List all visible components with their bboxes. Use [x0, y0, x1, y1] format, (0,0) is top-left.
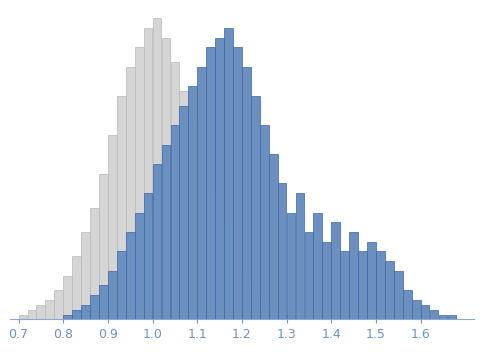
Bar [54, 290, 63, 319]
Bar [242, 67, 251, 319]
Bar [117, 96, 126, 319]
Bar [81, 305, 90, 319]
Bar [421, 305, 429, 319]
Bar [162, 144, 170, 319]
Bar [269, 310, 277, 319]
Bar [278, 183, 287, 319]
Bar [180, 91, 188, 319]
Bar [99, 285, 108, 319]
Bar [340, 252, 349, 319]
Bar [117, 252, 126, 319]
Bar [18, 315, 28, 319]
Bar [385, 261, 393, 319]
Bar [81, 232, 90, 319]
Bar [72, 256, 81, 319]
Bar [170, 125, 179, 319]
Bar [287, 315, 295, 319]
Bar [63, 276, 72, 319]
Bar [260, 305, 269, 319]
Bar [367, 242, 376, 319]
Bar [180, 106, 188, 319]
Bar [430, 310, 439, 319]
Bar [36, 305, 45, 319]
Bar [188, 86, 197, 319]
Bar [90, 208, 99, 319]
Bar [63, 315, 72, 319]
Bar [197, 159, 206, 319]
Bar [233, 47, 242, 319]
Bar [206, 193, 215, 319]
Bar [108, 135, 117, 319]
Bar [126, 67, 135, 319]
Bar [260, 125, 269, 319]
Bar [287, 213, 295, 319]
Bar [322, 242, 331, 319]
Bar [242, 285, 251, 319]
Bar [215, 38, 224, 319]
Bar [296, 193, 304, 319]
Bar [72, 310, 81, 319]
Bar [376, 252, 385, 319]
Bar [144, 28, 152, 319]
Bar [152, 18, 161, 319]
Bar [162, 38, 170, 319]
Bar [278, 315, 287, 319]
Bar [90, 295, 99, 319]
Bar [251, 295, 260, 319]
Bar [403, 290, 411, 319]
Bar [45, 300, 54, 319]
Bar [197, 67, 206, 319]
Bar [144, 193, 152, 319]
Bar [224, 28, 233, 319]
Bar [269, 154, 277, 319]
Bar [349, 232, 358, 319]
Bar [135, 47, 144, 319]
Bar [28, 310, 36, 319]
Bar [412, 300, 421, 319]
Bar [439, 315, 447, 319]
Bar [135, 213, 144, 319]
Bar [304, 232, 313, 319]
Bar [215, 222, 224, 319]
Bar [108, 271, 117, 319]
Bar [224, 246, 233, 319]
Bar [448, 315, 456, 319]
Bar [126, 232, 135, 319]
Bar [152, 164, 161, 319]
Bar [251, 96, 260, 319]
Bar [188, 125, 197, 319]
Bar [394, 271, 403, 319]
Bar [358, 252, 367, 319]
Bar [233, 271, 242, 319]
Bar [170, 62, 179, 319]
Bar [314, 213, 322, 319]
Bar [206, 47, 215, 319]
Bar [332, 222, 340, 319]
Bar [99, 174, 108, 319]
